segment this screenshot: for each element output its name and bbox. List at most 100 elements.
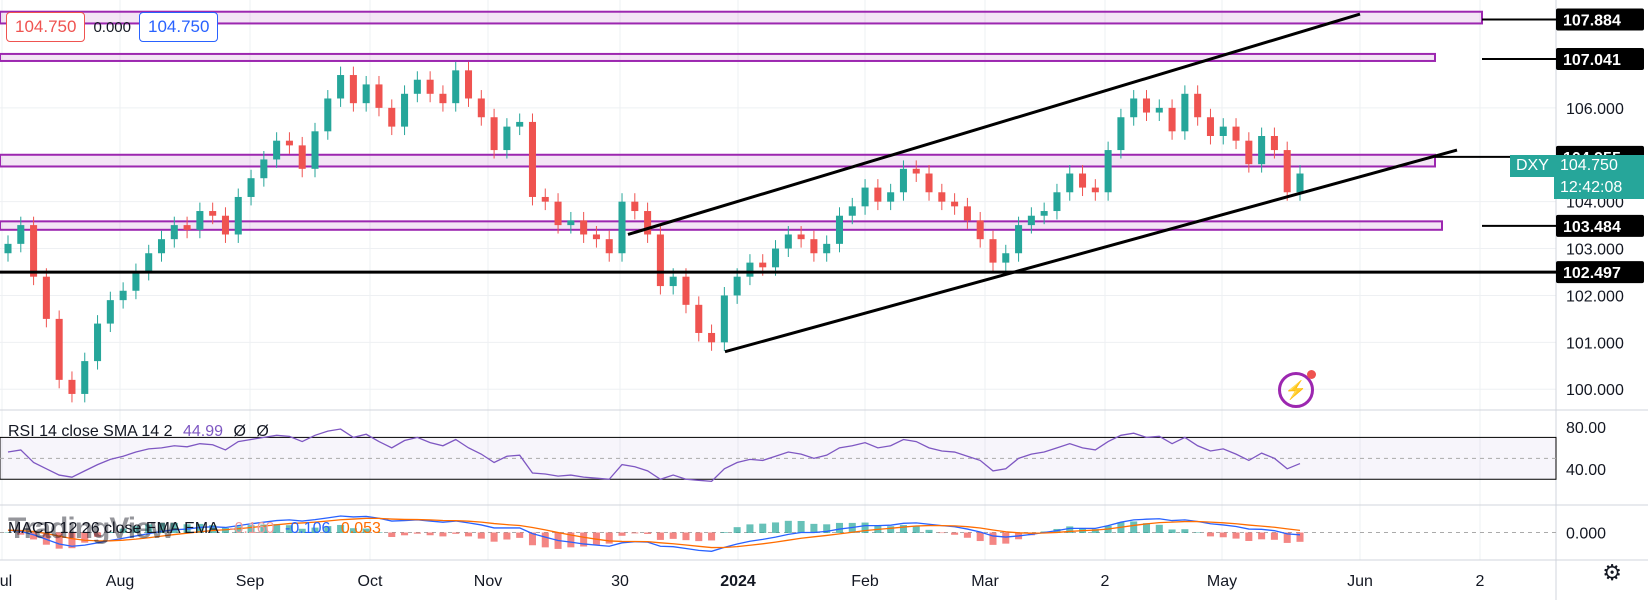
macd-histogram-bar xyxy=(1232,532,1240,539)
rsi-value: 44.99 xyxy=(182,423,224,440)
candle-body xyxy=(234,196,242,235)
macd-histogram-bar xyxy=(1296,532,1304,542)
macd-histogram-bar xyxy=(951,532,959,535)
candle-body xyxy=(1142,98,1151,113)
macd-histogram-bar xyxy=(976,532,984,542)
macd-histogram-bar xyxy=(273,524,281,533)
candle-body xyxy=(55,318,63,380)
candle-body xyxy=(1079,173,1087,188)
y-tick-label: 102.000 xyxy=(1566,288,1624,305)
candle-body xyxy=(464,70,473,99)
candle-body xyxy=(1168,107,1176,132)
y-tick-label: 103.000 xyxy=(1566,242,1624,259)
macd-histogram-bar xyxy=(912,526,920,533)
candle-body xyxy=(375,84,383,108)
candle-body xyxy=(17,225,25,244)
candle-body xyxy=(1270,136,1278,151)
candle-body xyxy=(1104,150,1112,193)
candle-body xyxy=(720,295,728,343)
macd-histogram-bar xyxy=(823,524,831,533)
macd-histogram-bar xyxy=(477,532,485,539)
candle-body xyxy=(644,211,652,235)
candle-body xyxy=(1296,173,1304,193)
settings-gear-icon[interactable]: ⚙ xyxy=(1602,560,1622,585)
candle-body xyxy=(311,131,319,169)
x-tick-label: Oct xyxy=(358,573,383,590)
macd-histogram-bar xyxy=(490,532,498,542)
rsi-extra-a: Ø xyxy=(233,423,246,440)
macd-histogram-bar xyxy=(30,532,38,540)
rsi-axis-label: 80.00 xyxy=(1566,420,1606,437)
macd-histogram-bar xyxy=(247,525,255,533)
candle-body xyxy=(528,121,536,197)
tradingview-watermark: TradingView xyxy=(8,512,174,545)
macd-histogram-bar xyxy=(337,524,345,533)
macd-line xyxy=(7,515,1301,552)
macd-histogram-bar xyxy=(1091,529,1099,533)
macd-histogram-bar xyxy=(1206,532,1214,537)
macd-histogram-bar xyxy=(899,525,907,533)
x-tick-label: Aug xyxy=(106,573,134,590)
macd-legend[interactable]: MACD 12 26 close EMA EMA -0.160 -0.106 0… xyxy=(8,520,387,538)
macd-histogram-bar xyxy=(784,520,792,533)
level-tag-bg xyxy=(1556,48,1644,71)
candle-body xyxy=(106,300,114,324)
lower-channel-line xyxy=(724,148,1458,354)
candle-body xyxy=(708,332,716,343)
candle-body xyxy=(580,220,588,235)
candle-body xyxy=(401,93,409,127)
macd-histogram-bar xyxy=(669,532,677,539)
close-price-box[interactable]: 104.750 xyxy=(139,12,219,42)
macd-histogram-bar xyxy=(1168,529,1176,533)
macd-histogram-bar xyxy=(720,532,728,533)
candle-body xyxy=(669,276,677,287)
macd-histogram-bar xyxy=(835,522,844,533)
open-price-box[interactable]: 104.750 xyxy=(6,12,86,42)
y-tick-label: 100.000 xyxy=(1566,382,1624,399)
macd-histogram-bar xyxy=(887,526,895,533)
macd-histogram-bar xyxy=(145,524,153,533)
candle-body xyxy=(1015,225,1023,254)
level-tag-bg xyxy=(1556,261,1644,284)
candle-body xyxy=(1206,117,1214,136)
candle-body xyxy=(324,98,332,132)
macd-histogram-bar xyxy=(106,531,114,533)
macd-histogram-bar xyxy=(746,524,754,533)
candle-body xyxy=(132,272,140,291)
macd-histogram-bar xyxy=(260,524,268,533)
macd-histogram-bar xyxy=(1066,526,1074,533)
macd-histogram-bar xyxy=(119,528,127,533)
candle-body xyxy=(170,225,178,240)
level-tag-text: 107.041 xyxy=(1563,52,1621,69)
candle-body xyxy=(285,140,293,146)
candle-body xyxy=(145,253,153,272)
candle-body xyxy=(784,234,792,249)
candle-body xyxy=(273,140,281,160)
x-tick-label: 2024 xyxy=(720,573,756,590)
lightning-icon[interactable]: ⚡ xyxy=(1278,370,1316,408)
candle-body xyxy=(848,206,856,216)
macd-histogram-bar xyxy=(42,532,50,545)
macd-histogram-bar xyxy=(375,532,383,533)
macd-histogram-bar xyxy=(81,532,89,543)
candle-body xyxy=(388,107,396,127)
macd-histogram-bar xyxy=(695,532,703,542)
candle-body xyxy=(1258,136,1266,165)
macd-histogram-bar xyxy=(1155,524,1163,533)
macd-histogram-bar xyxy=(1142,523,1151,533)
macd-histogram-bar xyxy=(656,532,664,540)
supply-demand-zone xyxy=(0,153,1436,168)
macd-histogram-bar xyxy=(925,529,933,533)
candle-body xyxy=(951,201,959,207)
x-tick-label: Jun xyxy=(1347,573,1373,590)
candle-body xyxy=(439,93,447,104)
macd-histogram-bar xyxy=(541,532,549,548)
macd-histogram-bar xyxy=(209,525,217,533)
rsi-axis-label: 40.00 xyxy=(1566,462,1606,479)
rsi-legend[interactable]: RSI 14 close SMA 14 2 44.99 Ø Ø xyxy=(8,423,275,441)
x-tick-label: Sep xyxy=(236,573,265,590)
macd-histogram-bar xyxy=(733,527,741,533)
macd-histogram-bar xyxy=(1219,532,1227,538)
macd-histogram-bar xyxy=(324,526,332,533)
